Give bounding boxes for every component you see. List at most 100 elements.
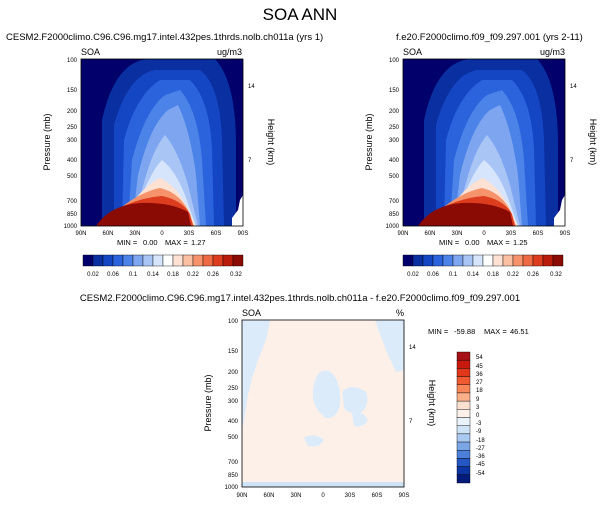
colorbar-label: -54	[476, 471, 485, 477]
colorbar-2: 0.02 0.06 0.1 0.14 0.18 0.22 0.26 0.32	[402, 254, 564, 278]
y-tick: 300	[389, 138, 400, 144]
contour-band	[96, 202, 191, 226]
y-tick: 150	[228, 349, 239, 355]
x-ticks: 90N 60N 30N 0 30S 60S 90S	[75, 231, 248, 237]
colorbar-swatch	[122, 254, 134, 267]
plot-frame	[80, 58, 244, 227]
stats: MIN = 0.00 MAX = 1.25	[439, 238, 528, 247]
plot-area	[402, 58, 566, 227]
contour-band	[352, 411, 368, 427]
y-tick: 850	[67, 212, 78, 218]
y-tick: 200	[228, 370, 239, 376]
colorbar-swatch	[182, 254, 194, 267]
colorbar-swatch	[456, 474, 471, 484]
colorbar-swatch	[212, 254, 224, 267]
y-tick: 250	[67, 125, 78, 131]
plot-area	[241, 319, 405, 488]
y-tick: 150	[67, 88, 78, 94]
colorbar-swatch	[456, 450, 471, 459]
x-tick: 30S	[184, 231, 195, 237]
plot-frame	[402, 58, 566, 227]
y-tick: 100	[67, 58, 78, 64]
colorbar-swatch	[456, 351, 471, 361]
variable-label: SOA	[81, 47, 100, 57]
max-label: MAX =	[484, 327, 507, 336]
colorbar-3: 54 45 36 27 18 9 3 0 -3 -9 -18 -27 -36 -…	[456, 351, 485, 484]
min-label: MIN =	[117, 238, 138, 247]
colorbar-swatch	[432, 254, 444, 267]
colorbar-swatch	[472, 254, 484, 267]
colorbar-swatch	[512, 254, 524, 267]
colorbar-label: 54	[476, 355, 483, 361]
y-tick: 850	[389, 212, 400, 218]
panel-title: f.e20.F2000climo.f09_f09.297.001 (yrs 2-…	[396, 32, 583, 43]
y-tick: 500	[67, 174, 78, 180]
y-tick: 250	[389, 125, 400, 131]
y-tick: 400	[67, 158, 78, 164]
y-ticks: 100 150 200 250 300 400 500 700 850 1000	[64, 58, 78, 230]
colorbar-swatch	[522, 254, 534, 267]
right-tick: 7	[248, 158, 252, 164]
contour-band	[242, 320, 270, 430]
colorbar-label: 0.32	[550, 272, 562, 278]
y-axis-label: Pressure (mb)	[364, 113, 374, 170]
x-tick: 60N	[263, 493, 274, 499]
panel-title: CESM2.F2000climo.C96.C96.mg17.intel.432p…	[80, 293, 520, 304]
min-label: MIN =	[439, 238, 460, 247]
max-value: 1.25	[513, 238, 528, 247]
colorbar-swatch	[542, 254, 554, 267]
colorbar-swatch	[456, 392, 471, 402]
colorbar-swatch	[456, 384, 471, 394]
x-tick: 60N	[424, 231, 435, 237]
x-tick: 90S	[238, 231, 249, 237]
min-value: 0.00	[143, 238, 158, 247]
right-tick: 7	[570, 158, 574, 164]
x-tick: 0	[160, 231, 164, 237]
x-tick: 90S	[399, 493, 410, 499]
contour-band	[304, 435, 324, 447]
y-tick: 1000	[64, 224, 78, 230]
colorbar-swatch	[456, 433, 471, 443]
x-tick: 30S	[345, 493, 356, 499]
y-tick: 1000	[225, 485, 239, 491]
right-tick: 14	[248, 84, 255, 90]
y-tick: 500	[228, 435, 239, 441]
colorbar-label: -45	[476, 462, 485, 468]
colorbar-label: 0.18	[167, 272, 179, 278]
colorbar-swatch	[492, 254, 504, 267]
y-tick: 100	[228, 319, 239, 325]
x-tick: 60S	[533, 231, 544, 237]
y-tick: 300	[228, 399, 239, 405]
colorbar-swatch	[502, 254, 514, 267]
y-tick: 100	[389, 58, 400, 64]
colorbar-swatch	[172, 254, 184, 267]
colorbar-swatch	[532, 254, 544, 267]
y-tick: 200	[67, 109, 78, 115]
colorbar-label: 0.06	[107, 272, 119, 278]
contour-band	[242, 482, 404, 487]
colorbar-swatch	[422, 254, 434, 267]
page-title: SOA ANN	[263, 5, 338, 24]
colorbar-swatch	[442, 254, 454, 267]
max-value: 46.51	[510, 327, 529, 336]
topography	[554, 195, 565, 226]
units-label: ug/m3	[540, 47, 565, 57]
colorbar-label: 36	[476, 372, 483, 378]
colorbar-swatch	[222, 254, 234, 267]
min-label: MIN =	[428, 327, 449, 336]
units-label: %	[396, 308, 404, 318]
x-tick: 30N	[451, 231, 462, 237]
x-tick: 0	[482, 231, 486, 237]
colorbar-swatch	[142, 254, 154, 267]
right-ticks: 14 7	[570, 84, 577, 164]
stats: MIN = -59.88 MAX = 46.51	[428, 327, 529, 336]
colorbar-label: 0.06	[427, 272, 439, 278]
colorbar-swatch	[482, 254, 494, 267]
colorbar-swatch	[102, 254, 114, 267]
colorbar-label: 0.02	[87, 272, 99, 278]
x-ticks: 90N 60N 30N 0 30S 60S 90S	[236, 493, 409, 499]
colorbar-label: 0.22	[187, 272, 199, 278]
colorbar-swatch	[456, 359, 471, 369]
x-ticks: 90N 60N 30N 0 30S 60S 90S	[397, 231, 570, 237]
colorbar-label: 27	[476, 380, 483, 386]
